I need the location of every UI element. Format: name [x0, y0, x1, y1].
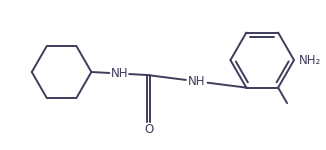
Text: NH: NH	[188, 75, 205, 88]
Text: NH₂: NH₂	[299, 54, 321, 67]
Text: NH: NH	[111, 67, 128, 80]
Text: O: O	[144, 123, 153, 136]
